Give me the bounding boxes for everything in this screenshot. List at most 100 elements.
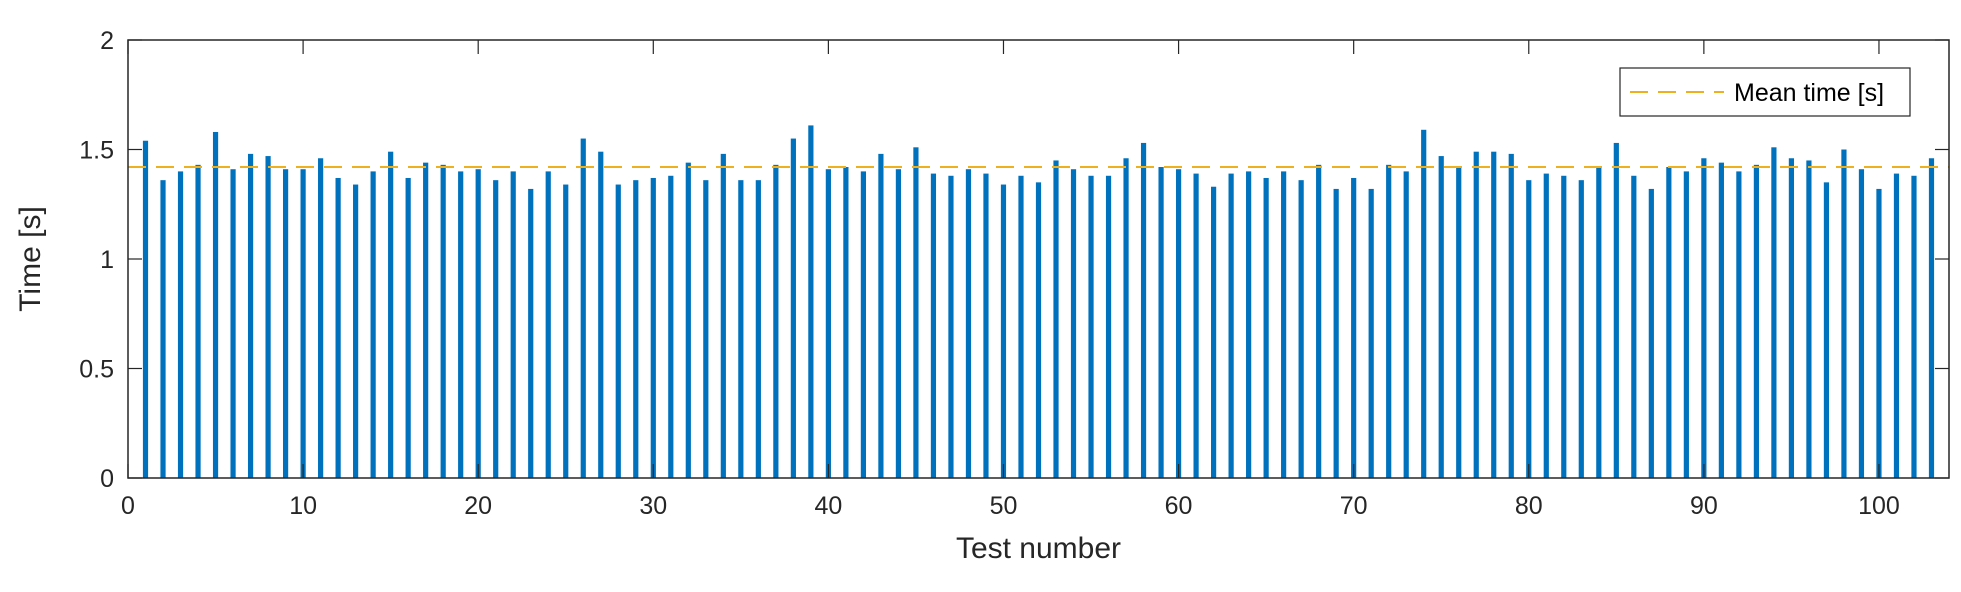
bar [247,153,254,478]
bar [633,180,639,478]
bar [318,158,324,478]
bar [1438,156,1444,478]
bar [212,131,219,479]
bar [1788,158,1795,478]
y-tick-labels: 0 0.5 1 1.5 2 [79,27,114,493]
bar [598,151,604,478]
legend: Mean time [s] [1619,67,1911,117]
bar [1841,149,1847,478]
bar [1578,180,1584,478]
bar [1893,173,1900,478]
bar [913,147,919,478]
x-tick-label: 30 [639,492,667,520]
bar [1753,164,1759,478]
bar [1193,173,1199,478]
bar [493,180,499,478]
x-tick-label: 70 [1340,492,1368,520]
x-tick-label: 60 [1165,492,1193,520]
bar [1158,167,1164,478]
bar [335,177,341,478]
bar [1543,173,1549,478]
bar [1613,142,1619,478]
bar [423,162,429,478]
bar [1228,173,1234,478]
bar [685,162,691,478]
axis-ticks [127,39,1949,479]
bar [300,169,306,478]
bar [1088,175,1094,478]
bar [1771,147,1777,478]
bar [843,167,849,478]
bar [650,177,656,478]
x-tick-labels: 0 10 20 30 40 50 60 70 80 90 100 [121,492,1900,520]
bar [1246,171,1252,478]
y-tick-label: 1.5 [79,137,114,165]
bars-layer [142,125,1935,479]
bar [895,169,902,478]
bar [860,171,866,478]
bar [1473,151,1479,478]
bar [1666,167,1672,478]
bar [1456,167,1462,478]
bar [983,173,989,478]
x-tick-label: 80 [1515,492,1543,520]
bar [1491,151,1497,478]
x-tick-label: 10 [289,492,317,520]
bar [1421,129,1427,479]
bar [440,164,446,478]
bar [177,171,184,478]
bar [1911,175,1917,478]
bar [1018,175,1024,478]
bar [1053,160,1059,478]
bar [510,171,516,478]
bar [1858,169,1865,478]
bar [773,164,779,478]
bar [965,169,972,478]
bar [1701,158,1707,478]
x-tick-label: 90 [1690,492,1718,520]
bar [878,153,884,478]
bar [1386,164,1392,478]
bar [1561,175,1567,478]
bar [563,184,569,479]
bar [808,125,814,478]
bar [1928,158,1935,478]
bar [1211,186,1217,479]
bar [545,171,551,478]
bar [265,156,271,478]
y-tick-label: 0.5 [79,356,114,384]
bar [1403,171,1409,478]
bar [1806,160,1812,478]
bar [475,169,481,478]
bar [1823,182,1830,478]
bar [1035,182,1042,478]
x-tick-label: 40 [814,492,842,520]
bar [1648,188,1654,479]
bar [1718,162,1724,478]
bar [1368,188,1374,479]
y-axis-label: Time [s] [14,206,47,312]
bar [1281,171,1287,478]
bar [142,140,149,479]
x-tick-label: 50 [990,492,1018,520]
bar [1000,184,1007,479]
bar [1596,167,1602,478]
bar [790,138,796,479]
bar [370,171,376,478]
x-axis-label: Test number [956,532,1121,565]
bar [1333,188,1339,479]
bar [580,138,586,479]
bar [458,171,464,478]
bar [1070,169,1077,478]
legend-label-mean-time: Mean time [s] [1734,79,1884,107]
bar [1876,188,1882,479]
bar [195,164,201,478]
bar [1123,158,1129,478]
bar [1526,180,1532,478]
bar [405,177,411,478]
x-tick-label: 100 [1858,492,1900,520]
bar [353,184,359,479]
y-tick-label: 1 [100,246,114,274]
y-tick-label: 0 [100,465,114,493]
